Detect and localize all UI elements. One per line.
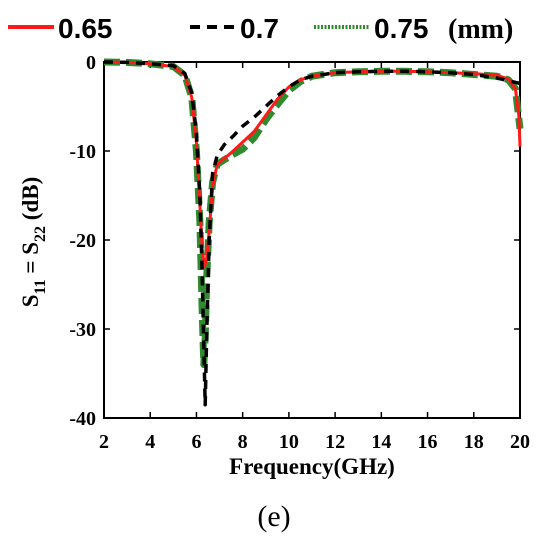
y-tick-label: -30 [69,319,96,341]
x-tick-label: 12 [325,431,345,453]
y-tick-label: -20 [69,230,96,252]
x-tick-label: 14 [371,431,391,453]
y-tick-label: -10 [69,141,96,163]
x-axis-title: Frequency(GHz) [229,454,395,479]
legend-label-0-7: 0.7 [240,13,279,44]
y-tick-label: -40 [69,408,96,430]
x-tick-label: 18 [464,431,484,453]
y-axis-title-sub2: 22 [32,226,49,242]
panel-label: (e) [257,500,290,533]
y-axis-title-sub1: 11 [32,279,49,294]
x-tick-label: 16 [418,431,438,453]
y-tick-label: 0 [86,52,96,74]
x-tick-label: 8 [238,431,248,453]
legend: 0.65 0.7 0.75 (mm) [8,13,513,45]
plot-frame [103,61,521,419]
x-tick-label: 2 [99,431,109,453]
y-axis-title-s: S [18,294,43,307]
x-tick-label: 10 [279,431,299,453]
y-axis: 0 -10 -20 -30 -40 [69,52,520,430]
series-line-0-75 [103,58,524,369]
y-axis-title: S11 = S22 (dB) [18,177,49,308]
x-tick-label: 6 [191,431,201,453]
y-axis-title-eq: = S [18,242,43,279]
series-line-0-7 [103,60,521,407]
legend-label-0-75: 0.75 [374,13,429,44]
series-line-0-65 [103,60,522,269]
series-layer [103,58,524,407]
x-axis: 2 4 6 8 10 12 14 16 18 20 [99,62,530,453]
legend-unit: (mm) [448,14,513,45]
legend-label-0-65: 0.65 [58,13,113,44]
x-tick-label: 20 [510,431,530,453]
x-tick-label: 4 [145,431,155,453]
y-axis-title-unit: (dB) [18,177,43,226]
